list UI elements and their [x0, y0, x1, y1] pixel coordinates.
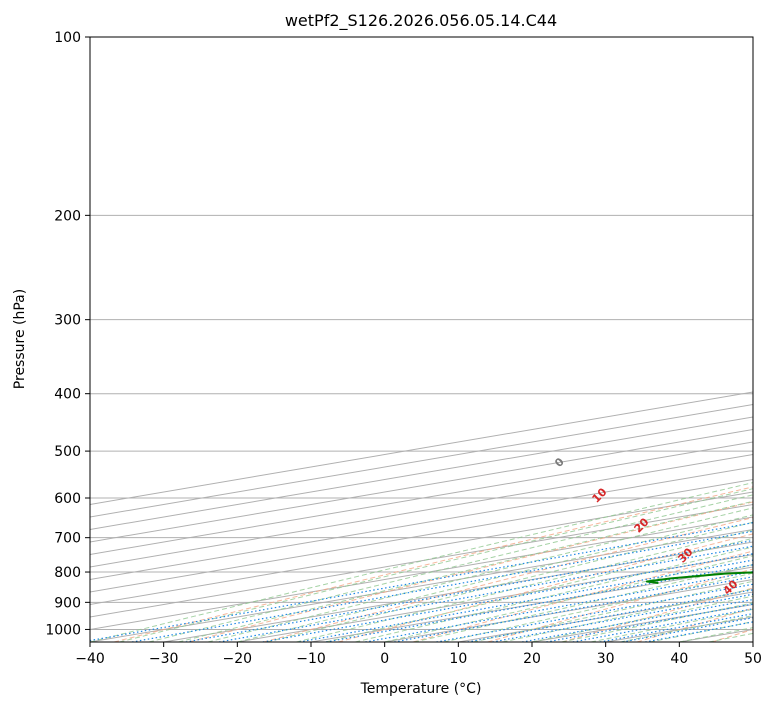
- moist-adiabat-line: [384, 555, 753, 642]
- x-tick-label: 0: [380, 651, 389, 667]
- isotherm-line: [90, 528, 753, 642]
- mixing-ratio-line: [218, 545, 753, 642]
- moist-adiabats: [90, 482, 753, 642]
- y-tick-label: 400: [54, 387, 81, 403]
- moist-adiabat-line: [296, 529, 753, 642]
- x-axis-ticks: −40 −30 −20 −10 0 10 20 30 40 50: [75, 642, 762, 667]
- plot-frame: [89, 36, 754, 643]
- x-tick-label: −30: [149, 651, 179, 667]
- x-tick-label: −10: [296, 651, 326, 667]
- mixing-ratio-line: [599, 613, 753, 642]
- y-tick-label: 100: [54, 30, 81, 46]
- isotherm-gridlines: [90, 391, 753, 642]
- x-axis-label: Temperature (°C): [360, 681, 482, 697]
- y-tick-label: 1000: [45, 622, 81, 638]
- plot-background: [90, 37, 753, 642]
- chart-title: wetPf2_S126.2026.056.05.14.C44: [285, 11, 557, 31]
- x-tick-label: 50: [744, 651, 762, 667]
- y-tick-label: 900: [54, 595, 81, 611]
- mixing-ratio-line: [185, 539, 753, 642]
- mixing-ratio-line: [622, 617, 753, 642]
- moist-adiabat-line: [325, 537, 753, 642]
- dry-adiabat-line: [188, 501, 753, 642]
- isotherm-line: [90, 466, 753, 581]
- mixing-ratio-line: [299, 559, 753, 642]
- dry-adiabat-line: [562, 587, 753, 642]
- y-axis-ticks: 100 200 300 400 500 600 700 800 900 1000: [45, 30, 90, 638]
- x-tick-label: 10: [449, 651, 467, 667]
- y-tick-label: 200: [54, 208, 81, 224]
- mixing-ratio-line: [262, 553, 753, 642]
- mixing-ratio-lines: [90, 522, 753, 642]
- x-tick-label: 40: [670, 651, 688, 667]
- isotherm-line: [90, 491, 753, 606]
- y-tick-label: 800: [54, 565, 81, 581]
- y-tick-label: 600: [54, 491, 81, 507]
- x-tick-label: 30: [597, 651, 615, 667]
- mixing-ratio-line: [572, 608, 753, 642]
- isotherm-line: [752, 641, 753, 642]
- isotherm-line: [90, 503, 753, 618]
- moist-adiabat-line: [266, 521, 753, 642]
- isotherm-line: [90, 453, 753, 568]
- x-tick-label: −40: [75, 651, 105, 667]
- isotherm-line: [90, 478, 753, 593]
- mixing-ratio-line: [131, 530, 753, 642]
- dry-adiabat-line: [113, 486, 753, 642]
- y-axis-label: Pressure (hPa): [12, 289, 28, 389]
- x-tick-label: −20: [223, 651, 253, 667]
- moist-adiabat-line: [502, 588, 753, 642]
- y-tick-label: 300: [54, 313, 81, 329]
- y-tick-label: 500: [54, 444, 81, 460]
- isotherm-line: [90, 516, 753, 631]
- y-tick-label: 700: [54, 531, 81, 547]
- moist-adiabat-line: [443, 572, 753, 642]
- isotherm-line: [90, 428, 753, 543]
- isotherm-line: [90, 441, 753, 556]
- x-tick-label: 20: [523, 651, 541, 667]
